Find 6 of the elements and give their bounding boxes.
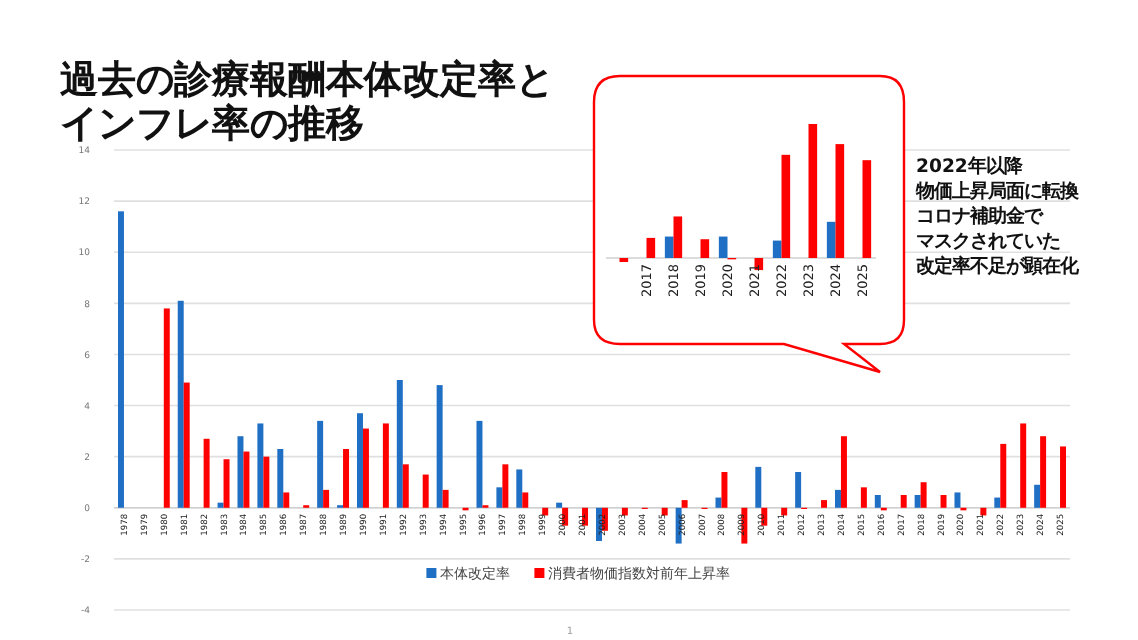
annotation: 改定率不足が顕在化 [916, 256, 1080, 278]
annotation: コロナ補助金で [916, 206, 1044, 228]
annotation: 2022年以降 [916, 156, 1024, 178]
annotation: 物価上昇局面に転換 [914, 181, 1080, 203]
annotation: マスクされていた [916, 231, 1060, 253]
chart-title: 過去の診療報酬本体改定率とインフレ率の推移 [58, 58, 554, 146]
